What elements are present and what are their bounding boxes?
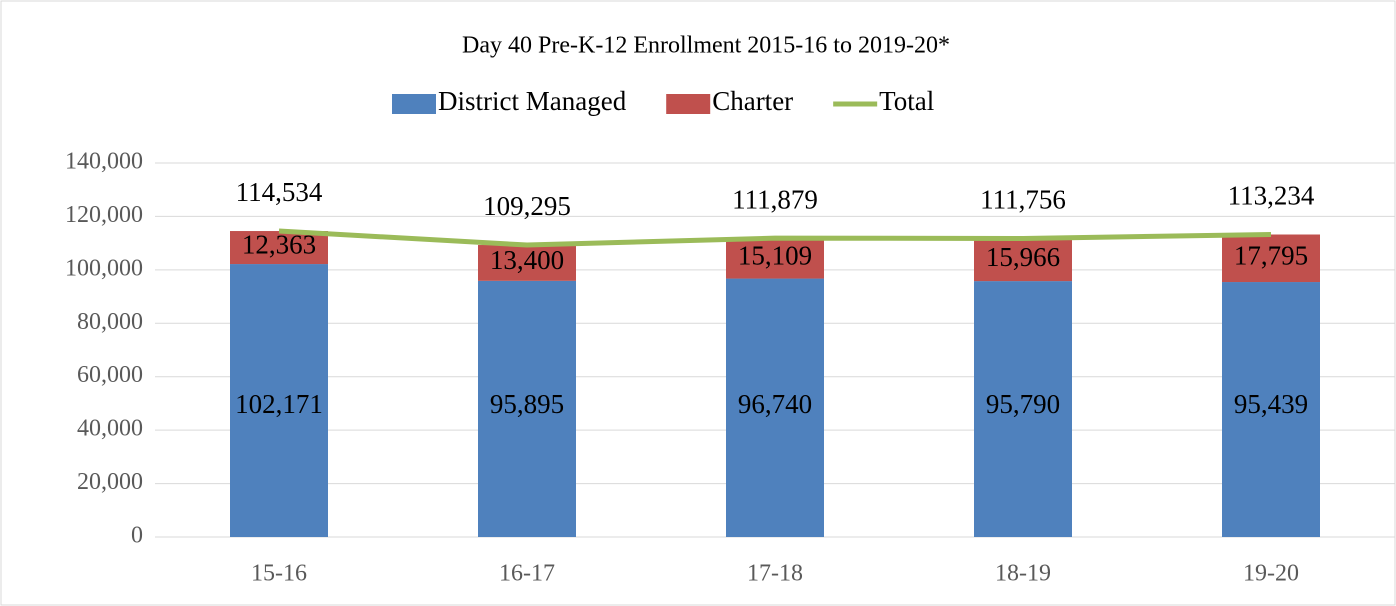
legend-label: District Managed [438, 86, 627, 116]
x-tick-label: 15-16 [251, 561, 307, 587]
x-tick-label: 19-20 [1243, 561, 1299, 587]
legend-label: Total [879, 86, 934, 116]
y-tick-label: 100,000 [65, 255, 143, 281]
data-label: 95,790 [986, 389, 1060, 419]
x-tick-label: 18-19 [995, 561, 1051, 587]
data-label: 95,439 [1234, 389, 1308, 419]
x-tick-label: 16-17 [499, 561, 555, 587]
y-tick-label: 80,000 [77, 309, 143, 335]
data-label: 114,534 [236, 177, 323, 207]
bar [478, 280, 576, 537]
y-tick-label: 120,000 [65, 202, 143, 228]
bar [726, 278, 824, 537]
bar [230, 231, 328, 265]
data-label: 109,295 [483, 191, 571, 221]
data-label: 15,966 [986, 242, 1060, 272]
bar [478, 245, 576, 281]
data-label: 111,756 [980, 185, 1066, 215]
data-label: 111,879 [732, 184, 818, 214]
bar [1222, 282, 1320, 537]
y-tick-label: 20,000 [77, 469, 143, 495]
y-tick-label: 140,000 [65, 149, 143, 175]
bar [974, 238, 1072, 282]
legend-label: Charter [712, 86, 793, 116]
data-label: 113,234 [1228, 181, 1315, 211]
x-tick-label: 17-18 [747, 561, 803, 587]
data-label: 96,740 [738, 389, 812, 419]
data-label: 102,171 [235, 389, 323, 419]
legend-swatch [392, 94, 436, 114]
data-label: 17,795 [1234, 240, 1308, 270]
bar [974, 281, 1072, 537]
data-label: 15,109 [738, 241, 812, 271]
bar [1222, 234, 1320, 283]
y-tick-label: 40,000 [77, 416, 143, 442]
data-label: 95,895 [490, 389, 564, 419]
data-label: 13,400 [490, 245, 564, 275]
y-tick-label: 0 [131, 523, 143, 549]
chart-title: Day 40 Pre-K-12 Enrollment 2015-16 to 20… [462, 33, 950, 59]
bar [230, 264, 328, 537]
total-line [278, 228, 1272, 248]
legend-swatch [666, 94, 711, 114]
bar [726, 238, 824, 279]
y-tick-label: 60,000 [77, 362, 143, 388]
